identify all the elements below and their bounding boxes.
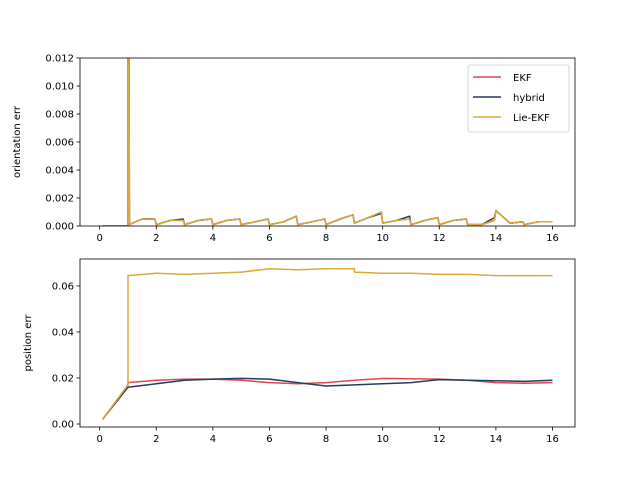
- x-tick-label: 12: [433, 434, 446, 445]
- legend-label-ekf: EKF: [513, 73, 532, 84]
- y-tick-label: 0.000: [45, 222, 74, 233]
- series-line-ekf: [101, 377, 553, 420]
- y-tick-label: 0.010: [45, 82, 74, 93]
- legend-label-hybrid: hybrid: [513, 93, 545, 104]
- x-tick-label: 2: [153, 233, 159, 244]
- y-tick-label: 0.006: [45, 138, 74, 149]
- plot-lines: [102, 58, 553, 226]
- series-line-lie-ekf: [101, 267, 553, 420]
- axes-frame: [79, 258, 576, 428]
- x-tick-label: 14: [490, 434, 503, 445]
- x-tick-label: 0: [96, 434, 102, 445]
- y-tick-label: 0.004: [45, 166, 74, 177]
- x-tick-label: 12: [433, 233, 446, 244]
- y-tick-label: 0.06: [52, 281, 74, 292]
- x-tick-label: 6: [266, 434, 272, 445]
- x-tick-label: 8: [323, 233, 329, 244]
- x-tick-label: 8: [323, 434, 329, 445]
- x-tick-label: 14: [490, 233, 503, 244]
- y-tick-label: 0.012: [45, 54, 74, 65]
- y-axis-label: position err: [23, 314, 34, 372]
- x-tick-label: 2: [153, 434, 159, 445]
- plot-lines: [101, 267, 553, 420]
- orientation-axes: 0 2 4 6 8 10 12 14 16 0.000 0.002 0.004 0.006 0.008 0.…: [12, 54, 576, 244]
- x-tick-label: 10: [376, 233, 389, 244]
- y-tick-label: 0.04: [52, 327, 74, 338]
- x-tick-label: 6: [266, 233, 272, 244]
- x-tick-label: 4: [210, 233, 216, 244]
- series-line-lie-ekf: [102, 58, 553, 226]
- y-tick-label: 0.008: [45, 110, 74, 121]
- legend-label-lie-ekf: Lie-EKF: [513, 113, 550, 124]
- series-line-hybrid: [101, 377, 553, 420]
- x-tick-label: 0: [96, 233, 102, 244]
- x-tick-label: 10: [376, 434, 389, 445]
- y-tick-label: 0.002: [45, 194, 74, 205]
- legend-frame: [467, 64, 570, 133]
- y-tick-label: 0.00: [52, 420, 74, 431]
- x-tick-label: 4: [210, 434, 216, 445]
- x-tick-label: 16: [546, 233, 559, 244]
- x-tick-label: 16: [546, 434, 559, 445]
- position-axes: 0 2 4 6 8 10 12 14 16 0.00 0.02 0.04 0.06 position er…: [23, 258, 576, 445]
- y-tick-label: 0.02: [52, 373, 74, 384]
- y-axis-label: orientation err: [12, 105, 23, 178]
- legend: EKF hybrid Lie-EKF: [467, 64, 570, 133]
